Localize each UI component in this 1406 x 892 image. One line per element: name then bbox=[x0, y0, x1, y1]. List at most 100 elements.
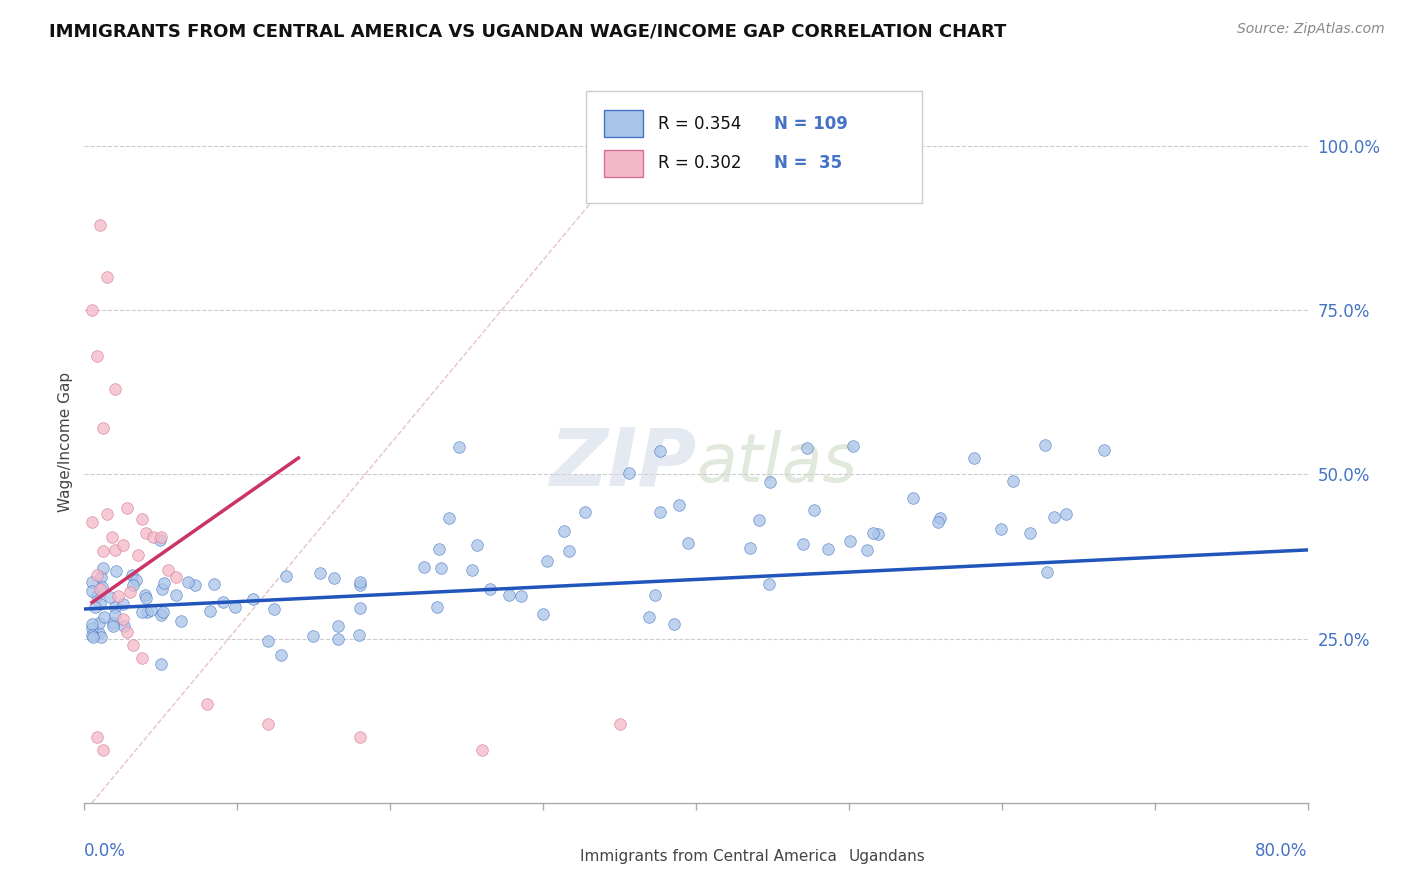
Point bbox=[87, 626, 110, 640]
Point bbox=[447, 440, 470, 454]
Point bbox=[149, 657, 172, 671]
Point bbox=[80, 583, 103, 598]
Point bbox=[648, 444, 671, 458]
Point bbox=[1035, 565, 1057, 579]
Text: ZIP: ZIP bbox=[548, 425, 696, 502]
Point bbox=[131, 512, 153, 526]
FancyBboxPatch shape bbox=[605, 150, 644, 178]
Point bbox=[838, 533, 860, 548]
Point bbox=[135, 525, 157, 540]
Point bbox=[349, 601, 371, 615]
Point bbox=[349, 578, 371, 592]
Text: atlas: atlas bbox=[696, 430, 858, 496]
Point bbox=[644, 588, 666, 602]
Point bbox=[177, 575, 200, 590]
Text: N =  35: N = 35 bbox=[775, 154, 842, 172]
Point bbox=[165, 570, 187, 584]
Text: Ugandans: Ugandans bbox=[849, 849, 925, 863]
Point bbox=[212, 595, 235, 609]
Point bbox=[842, 439, 865, 453]
Point bbox=[131, 605, 153, 619]
Point bbox=[157, 563, 180, 577]
Point bbox=[184, 577, 207, 591]
Point bbox=[510, 590, 533, 604]
Point bbox=[135, 591, 157, 606]
Point bbox=[104, 542, 127, 557]
Point bbox=[1019, 526, 1042, 541]
Point bbox=[80, 574, 103, 589]
Point bbox=[347, 627, 370, 641]
Point bbox=[80, 622, 103, 636]
Point bbox=[792, 536, 814, 550]
Point bbox=[152, 605, 174, 619]
FancyBboxPatch shape bbox=[586, 91, 922, 203]
Point bbox=[87, 615, 110, 630]
Point bbox=[574, 505, 596, 519]
Point bbox=[553, 524, 575, 539]
FancyBboxPatch shape bbox=[605, 110, 644, 137]
Point bbox=[165, 588, 187, 602]
Text: 0.0%: 0.0% bbox=[84, 842, 127, 860]
Point bbox=[479, 582, 502, 596]
Point bbox=[465, 538, 488, 552]
Y-axis label: Wage/Income Gap: Wage/Income Gap bbox=[58, 371, 73, 512]
Point bbox=[302, 629, 325, 643]
Point bbox=[498, 588, 520, 602]
Point bbox=[1002, 474, 1025, 488]
Point bbox=[257, 633, 280, 648]
Point bbox=[242, 592, 264, 607]
Point bbox=[127, 548, 149, 562]
Point bbox=[124, 573, 146, 587]
Point bbox=[115, 501, 138, 516]
Point bbox=[263, 602, 285, 616]
Point bbox=[111, 612, 134, 626]
Point bbox=[80, 628, 103, 642]
Point bbox=[323, 572, 346, 586]
Point bbox=[609, 717, 631, 731]
Point bbox=[866, 527, 889, 541]
Point bbox=[139, 602, 162, 616]
Point bbox=[150, 582, 173, 596]
Point bbox=[796, 441, 818, 455]
Text: R = 0.302: R = 0.302 bbox=[658, 154, 741, 172]
Point bbox=[990, 522, 1012, 536]
Text: IMMIGRANTS FROM CENTRAL AMERICA VS UGANDAN WAGE/INCOME GAP CORRELATION CHART: IMMIGRANTS FROM CENTRAL AMERICA VS UGAND… bbox=[49, 22, 1007, 40]
Point bbox=[803, 503, 825, 517]
Point bbox=[1043, 509, 1066, 524]
Point bbox=[103, 616, 125, 631]
Text: Source: ZipAtlas.com: Source: ZipAtlas.com bbox=[1237, 22, 1385, 37]
Text: Immigrants from Central America: Immigrants from Central America bbox=[579, 849, 837, 863]
Point bbox=[427, 542, 450, 557]
Point bbox=[80, 303, 103, 318]
Point bbox=[536, 553, 558, 567]
Point bbox=[668, 499, 690, 513]
Point bbox=[437, 511, 460, 525]
Point bbox=[104, 607, 127, 622]
Point bbox=[86, 589, 108, 603]
Point bbox=[80, 515, 103, 529]
Point bbox=[862, 526, 884, 541]
Point bbox=[91, 561, 114, 575]
Point bbox=[111, 597, 134, 611]
Point bbox=[91, 544, 114, 558]
Point bbox=[122, 578, 145, 592]
Point bbox=[270, 648, 292, 662]
Point bbox=[856, 543, 879, 558]
Point bbox=[224, 600, 246, 615]
Point bbox=[134, 588, 156, 602]
Point bbox=[748, 513, 770, 527]
Point bbox=[104, 599, 127, 614]
Point bbox=[817, 541, 839, 556]
Text: 80.0%: 80.0% bbox=[1256, 842, 1308, 860]
Point bbox=[153, 576, 176, 591]
Point bbox=[326, 632, 349, 646]
Point bbox=[276, 569, 298, 583]
Point bbox=[426, 599, 449, 614]
Point bbox=[676, 536, 699, 550]
Point bbox=[662, 617, 685, 632]
Point bbox=[759, 475, 782, 490]
Point bbox=[927, 515, 949, 529]
Point bbox=[115, 625, 138, 640]
Text: N = 109: N = 109 bbox=[775, 115, 848, 133]
Point bbox=[195, 698, 218, 712]
